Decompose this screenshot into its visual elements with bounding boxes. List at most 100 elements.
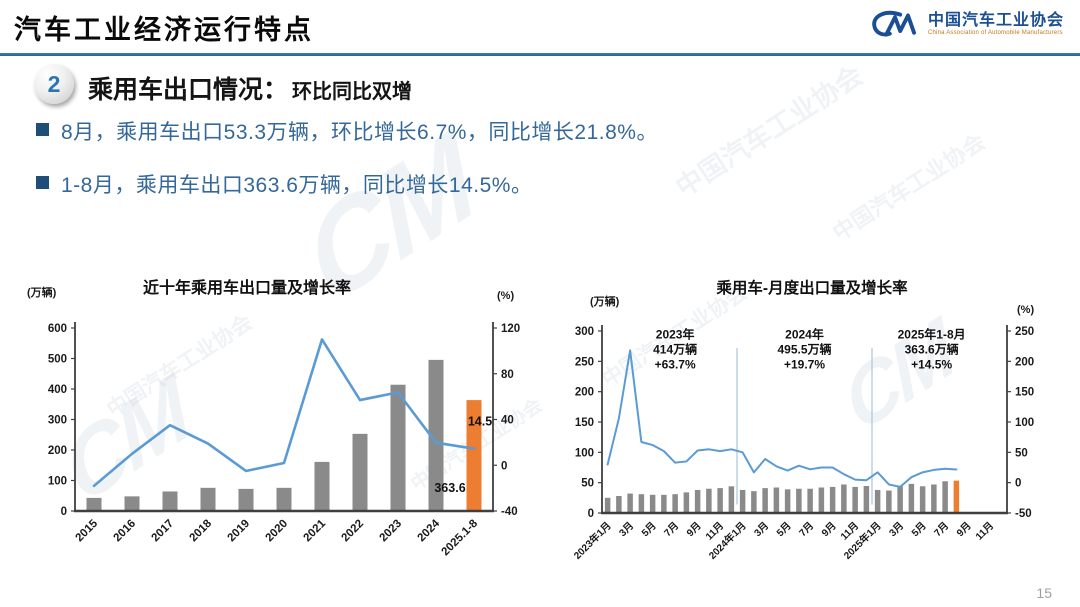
growth-line: [92, 338, 476, 488]
export-monthly-chart-svg: 0 50 100 150 200 250 300 -50 0 50 100 150 200 250 2023…: [571, 278, 1035, 562]
left-axis-tick-label: 600: [48, 323, 67, 335]
bar: [942, 481, 948, 513]
left-axis-tick-label: 100: [48, 476, 67, 488]
x-axis-tick-label: 3月: [752, 520, 771, 539]
x-axis-tick-label: 7月: [932, 520, 951, 539]
growth-line: [606, 349, 958, 488]
bullet-square-icon: [36, 176, 49, 189]
x-axis-tick-label: 7月: [662, 520, 681, 539]
left-axis-tick-label: 150: [575, 417, 594, 429]
x-axis-tick-label: 11月: [973, 520, 996, 543]
bar: [162, 491, 178, 511]
right-axis-tick-label: 250: [1015, 326, 1034, 338]
caam-logo-icon: [872, 10, 917, 37]
right-axis-tick-label: 200: [1015, 356, 1034, 368]
bar: [931, 484, 937, 513]
bar: [466, 400, 482, 511]
left-axis-tick-label: 400: [48, 384, 67, 396]
bar: [683, 492, 690, 513]
bar: [638, 494, 645, 513]
x-axis-tick-label: 3月: [887, 520, 906, 539]
chart-title: 乘用车-月度出口量及增长率: [715, 278, 908, 297]
bar: [672, 494, 678, 513]
bar: [276, 487, 292, 511]
x-axis-tick-label: 2015: [74, 517, 101, 544]
right-axis-tick-label: 0: [1015, 478, 1021, 490]
bar: [604, 497, 611, 513]
right-axis-unit-label: (%): [1017, 304, 1034, 316]
chart-annotation: 363.6: [434, 481, 465, 495]
right-axis-unit-label: (%): [497, 290, 514, 302]
bar: [863, 486, 870, 513]
bar: [200, 487, 216, 511]
section-heading: 乘用车出口情况： 环比同比双增: [88, 70, 412, 106]
list-item: 1-8月，乘用车出口363.6万辆，同比增长14.5%。: [36, 169, 936, 199]
chart-annotation: 2023年 414万辆+63.7%: [653, 326, 697, 371]
x-axis-tick-label: 9月: [819, 520, 838, 539]
section-title: 乘用车出口情况：: [88, 76, 289, 104]
page-number: 15: [1036, 585, 1052, 601]
bar: [919, 486, 926, 513]
x-axis-tick-label: 9月: [954, 520, 973, 539]
bar: [841, 484, 847, 513]
bar: [717, 488, 723, 513]
left-axis-tick-label: 200: [575, 387, 594, 399]
x-axis-tick-label: 2023: [378, 518, 405, 545]
left-axis-unit-label: (万辆): [27, 285, 57, 299]
x-axis-tick-label: 2016: [112, 518, 139, 545]
left-axis-tick-label: 300: [48, 415, 67, 427]
list-item: 8月，乘用车出口53.3万辆，环比增长6.7%，同比增长21.8%。: [36, 116, 936, 146]
chart-title: 近十年乘用车出口量及增长率: [143, 278, 351, 297]
bar: [897, 486, 903, 513]
chart-annotation: 2024年 495.5万辆+19.7%: [777, 326, 831, 371]
export-decade-chart: 0 100 200 300 400 500 600 -40 0 40 80 120 2015 2016 20…: [15, 276, 530, 581]
left-axis-tick-label: 50: [581, 478, 594, 490]
bar: [616, 496, 622, 513]
bar: [796, 488, 802, 513]
left-axis-tick-label: 250: [575, 356, 594, 368]
export-decade-chart-svg: 0 100 200 300 400 500 600 -40 0 40 80 120 2015 2016 20…: [27, 278, 520, 558]
caam-logo: 中国汽车工业协会 China Association of Automobile…: [869, 7, 1064, 43]
right-axis-tick-label: -40: [501, 506, 518, 518]
bar: [762, 488, 768, 513]
bar: [886, 490, 892, 513]
left-axis-tick-label: 300: [575, 326, 594, 338]
section-number-badge: 2: [34, 64, 74, 104]
bar: [390, 384, 406, 511]
logo-name-en: China Association of Automobile Manufact…: [927, 30, 1063, 37]
bar: [428, 359, 444, 511]
bullet-text: 8月，乘用车出口53.3万辆，环比增长6.7%，同比增长21.8%。: [61, 121, 658, 144]
bar: [751, 491, 757, 513]
header-divider: [0, 53, 1080, 56]
bar: [238, 488, 254, 511]
export-monthly-chart: 0 50 100 150 200 250 300 -50 0 50 100 150 200 250 2023…: [560, 276, 1072, 596]
x-axis-tick-label: 2025.1-8: [440, 517, 481, 558]
x-axis-tick-label: 3月: [617, 520, 636, 539]
x-axis-tick-label: 5月: [639, 520, 658, 539]
bar: [352, 433, 368, 511]
bar: [739, 489, 746, 513]
right-axis-tick-label: 100: [1015, 417, 1034, 429]
x-axis-tick-label: 2022: [340, 518, 367, 545]
bar: [706, 488, 712, 513]
chart-annotation: 14.5: [468, 415, 492, 429]
right-axis-tick-label: -50: [1015, 508, 1032, 520]
right-axis-tick-label: 120: [501, 323, 520, 335]
logo-name-cn: 中国汽车工业协会: [927, 12, 1064, 30]
right-axis-tick-label: 50: [1015, 447, 1028, 459]
bar: [694, 489, 701, 513]
bar: [874, 489, 881, 513]
x-axis-tick-label: 2021: [302, 517, 329, 544]
bar: [852, 486, 858, 513]
left-axis-tick-label: 100: [575, 447, 594, 459]
bullet-list: 8月，乘用车出口53.3万辆，环比增长6.7%，同比增长21.8%。 1-8月，…: [36, 116, 936, 222]
x-axis-tick-label: 7月: [797, 520, 816, 539]
left-axis-tick-label: 0: [61, 506, 67, 518]
x-axis-tick-label: 2020: [264, 518, 291, 545]
x-axis-tick-label: 2023年1月: [571, 519, 614, 562]
bar: [627, 493, 633, 513]
bar: [124, 496, 140, 511]
left-axis-tick-label: 500: [48, 354, 67, 366]
left-axis-unit-label: (万辆): [590, 294, 620, 308]
x-axis-tick-label: 5月: [909, 520, 928, 539]
